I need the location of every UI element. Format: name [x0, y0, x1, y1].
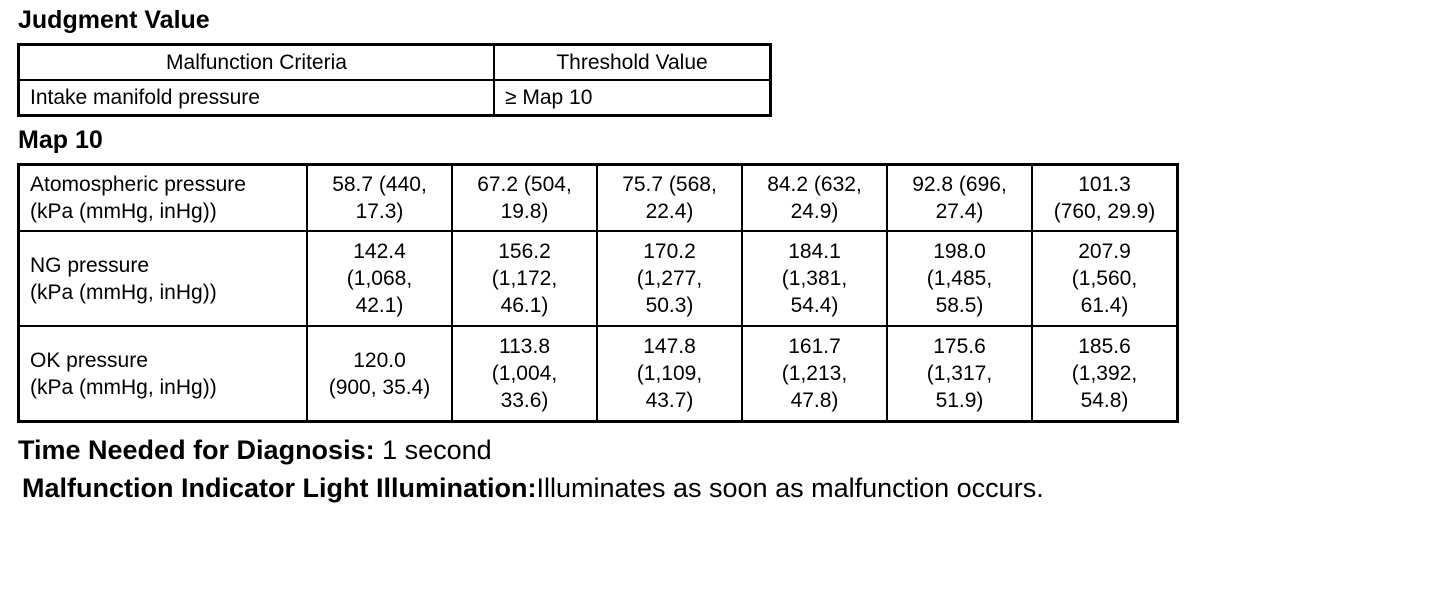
value-cell: 207.9 (1,560, 61.4) [1031, 230, 1179, 327]
table-row-ok: OK pressure (kPa (mmHg, inHg)) 120.0 (90… [17, 325, 1179, 423]
value-text: 67.2 (504, 19.8) [477, 173, 572, 223]
value-text: 170.2 (1,277, 50.3) [636, 240, 703, 317]
row-label-name: Atomospheric pressure [30, 173, 246, 196]
value-cell: 142.4 (1,068, 42.1) [306, 230, 453, 327]
threshold-cell: ≥ Map 10 [493, 79, 772, 117]
value-cell: 156.2 (1,172, 46.1) [451, 230, 598, 327]
value-cell: 101.3 (760, 29.9) [1031, 163, 1179, 232]
value-cell: 75.7 (568, 22.4) [596, 163, 743, 232]
value-cell: 185.6 (1,392, 54.8) [1031, 325, 1179, 423]
value-cell: 58.7 (440, 17.3) [306, 163, 453, 232]
value-cell: 170.2 (1,277, 50.3) [596, 230, 743, 327]
table-header-row: Malfunction Criteria Threshold Value [17, 43, 772, 81]
value-cell: 92.8 (696, 27.4) [886, 163, 1033, 232]
value-cell: 147.8 (1,109, 43.7) [596, 325, 743, 423]
mil-label: Malfunction Indicator Light Illumination… [22, 473, 537, 503]
value-text: 175.6 (1,317, 51.9) [926, 335, 993, 412]
time-needed-line: Time Needed for Diagnosis: 1 second [18, 434, 492, 466]
value-cell: 120.0 (900, 35.4) [306, 325, 453, 423]
value-text: 58.7 (440, 17.3) [332, 173, 427, 223]
table-row-atmospheric: Atomospheric pressure (kPa (mmHg, inHg))… [17, 163, 1179, 232]
row-label-name: OK pressure [30, 348, 148, 372]
value-text: 92.8 (696, 27.4) [912, 173, 1007, 223]
value-text: 75.7 (568, 22.4) [622, 173, 717, 223]
row-label-unit: (kPa (mmHg, inHg)) [30, 375, 217, 399]
map-table: Atomospheric pressure (kPa (mmHg, inHg))… [17, 163, 1179, 423]
column-header-criteria: Malfunction Criteria [17, 43, 495, 81]
value-cell: 84.2 (632, 24.9) [741, 163, 888, 232]
value-text: 113.8 (1,004, 33.6) [491, 335, 558, 412]
row-label-unit: (kPa (mmHg, inHg)) [30, 200, 217, 223]
mil-value: Illuminates as soon as malfunction occur… [536, 473, 1044, 503]
row-label-unit: (kPa (mmHg, inHg)) [30, 280, 217, 304]
mil-illumination-line: Malfunction Indicator Light Illumination… [22, 472, 1044, 504]
value-cell: 161.7 (1,213, 47.8) [741, 325, 888, 423]
value-cell: 67.2 (504, 19.8) [451, 163, 598, 232]
row-label: NG pressure (kPa (mmHg, inHg)) [17, 230, 308, 327]
value-text: 156.2 (1,172, 46.1) [491, 240, 558, 317]
value-text: 198.0 (1,485, 58.5) [926, 240, 993, 317]
row-label: OK pressure (kPa (mmHg, inHg)) [17, 325, 308, 423]
judgment-table: Malfunction Criteria Threshold Value Int… [17, 43, 772, 117]
value-text: 84.2 (632, 24.9) [767, 173, 862, 223]
value-cell: 184.1 (1,381, 54.4) [741, 230, 888, 327]
value-cell: 198.0 (1,485, 58.5) [886, 230, 1033, 327]
value-text: 147.8 (1,109, 43.7) [636, 335, 703, 412]
value-text: 185.6 (1,392, 54.8) [1071, 335, 1138, 412]
table-row-ng: NG pressure (kPa (mmHg, inHg)) 142.4 (1,… [17, 230, 1179, 327]
time-needed-value: 1 second [374, 435, 492, 465]
column-header-threshold: Threshold Value [493, 43, 772, 81]
judgment-value-heading: Judgment Value [18, 6, 210, 34]
table-row: Intake manifold pressure ≥ Map 10 [17, 79, 772, 117]
value-cell: 113.8 (1,004, 33.6) [451, 325, 598, 423]
value-text: 142.4 (1,068, 42.1) [346, 240, 413, 317]
criteria-cell: Intake manifold pressure [17, 79, 495, 117]
row-label-name: NG pressure [30, 253, 150, 277]
map-heading: Map 10 [18, 126, 103, 154]
time-needed-label: Time Needed for Diagnosis: [18, 435, 375, 465]
row-label: Atomospheric pressure (kPa (mmHg, inHg)) [17, 163, 308, 232]
value-text: 207.9 (1,560, 61.4) [1071, 240, 1138, 317]
value-text: 120.0 (900, 35.4) [328, 348, 431, 399]
value-cell: 175.6 (1,317, 51.9) [886, 325, 1033, 423]
value-text: 184.1 (1,381, 54.4) [781, 240, 848, 317]
value-text: 101.3 (760, 29.9) [1053, 173, 1156, 223]
value-text: 161.7 (1,213, 47.8) [781, 335, 848, 412]
